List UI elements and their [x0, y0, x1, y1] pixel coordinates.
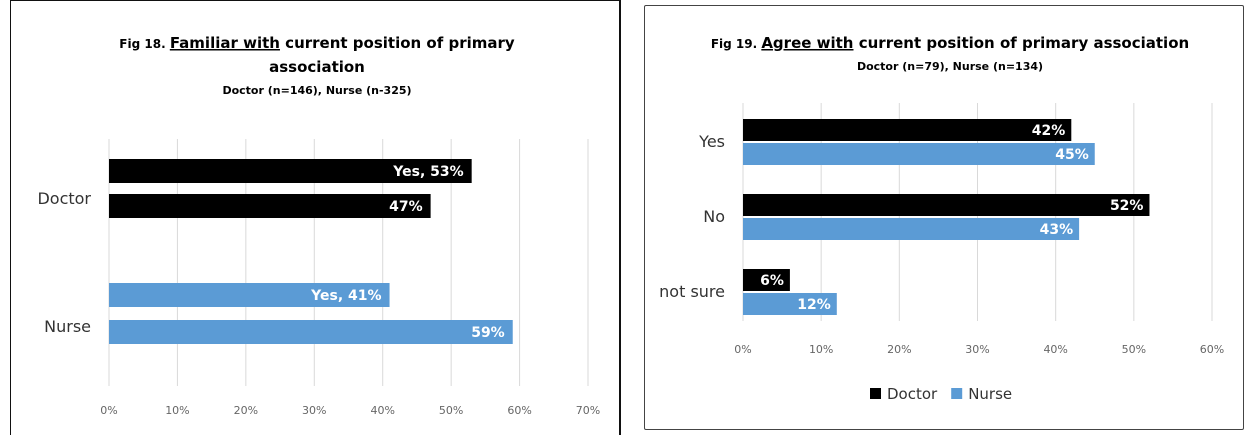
fig19-tick-label: 50% — [1122, 343, 1146, 356]
fig19-legend-swatch — [870, 388, 881, 399]
fig19-tick-label: 30% — [965, 343, 989, 356]
fig18-tick-label: 30% — [302, 404, 326, 417]
fig19-bar-nurse — [743, 218, 1080, 240]
fig19-tick-label: 40% — [1043, 343, 1067, 356]
fig18-tick-label: 10% — [165, 404, 189, 417]
fig19-legend-swatch — [951, 388, 963, 399]
fig19-tick-label: 10% — [809, 343, 833, 356]
fig18-category-nurse: Nurse — [44, 317, 91, 336]
fig18-bar — [109, 283, 390, 307]
fig19-category-label: No — [703, 207, 725, 226]
fig18-chart: Fig 18. Familiar with current position o… — [37, 34, 600, 417]
fig19-tick-label: 20% — [887, 343, 911, 356]
fig19-bar-label: 42% — [1032, 123, 1066, 139]
fig19-bar-label: 43% — [1040, 222, 1074, 238]
fig19-tick-label: 60% — [1200, 343, 1224, 356]
fig19-bar-doctor — [743, 269, 790, 291]
fig18-bar-label: 59% — [471, 325, 505, 341]
fig18-bar-label: 47% — [389, 199, 423, 215]
fig19-bar-doctor — [743, 194, 1150, 216]
fig19-bar-label: 52% — [1110, 198, 1144, 214]
fig18-tick-label: 70% — [576, 404, 600, 417]
fig19-bar-nurse — [743, 143, 1095, 165]
fig18-title-line2: association — [269, 58, 365, 76]
fig19-bar-nurse — [743, 293, 837, 315]
fig18-title: Fig 18. Familiar with current position o… — [119, 34, 515, 52]
fig18-bar — [109, 194, 431, 218]
fig19-bar-label: 45% — [1055, 147, 1089, 163]
fig19-category-label: not sure — [659, 282, 725, 301]
fig18-tick-label: 0% — [100, 404, 117, 417]
fig18-bar-label: Yes, 41% — [310, 288, 381, 304]
fig19-legend-entry: Nurse — [968, 385, 1012, 403]
fig18-bar — [109, 320, 513, 344]
chart-panel-fig18: Fig 18. Familiar with current position o… — [10, 0, 621, 435]
fig19-category-label: Yes — [698, 132, 725, 151]
fig19-legend-entry: Doctor — [887, 385, 938, 403]
fig18-subtitle: Doctor (n=146), Nurse (n-325) — [222, 84, 411, 97]
fig19-tick-label: 0% — [734, 343, 751, 356]
fig19-subtitle: Doctor (n=79), Nurse (n=134) — [857, 60, 1043, 73]
fig19-bar-label: 6% — [760, 273, 784, 289]
fig18-tick-label: 60% — [507, 404, 531, 417]
fig18-category-doctor: Doctor — [37, 189, 91, 208]
fig19-title: Fig 19. Agree with current position of p… — [711, 34, 1189, 52]
fig18-bar — [109, 159, 472, 183]
fig19-bar-doctor — [743, 119, 1072, 141]
fig19-bar-label: 12% — [797, 297, 831, 313]
fig18-tick-label: 50% — [439, 404, 463, 417]
fig18-tick-label: 20% — [234, 404, 258, 417]
fig18-tick-label: 40% — [370, 404, 394, 417]
fig19-chart: Fig 19. Agree with current position of p… — [659, 34, 1224, 403]
fig18-bar-label: Yes, 53% — [392, 164, 463, 180]
chart-panel-fig19: Fig 19. Agree with current position of p… — [644, 5, 1244, 430]
